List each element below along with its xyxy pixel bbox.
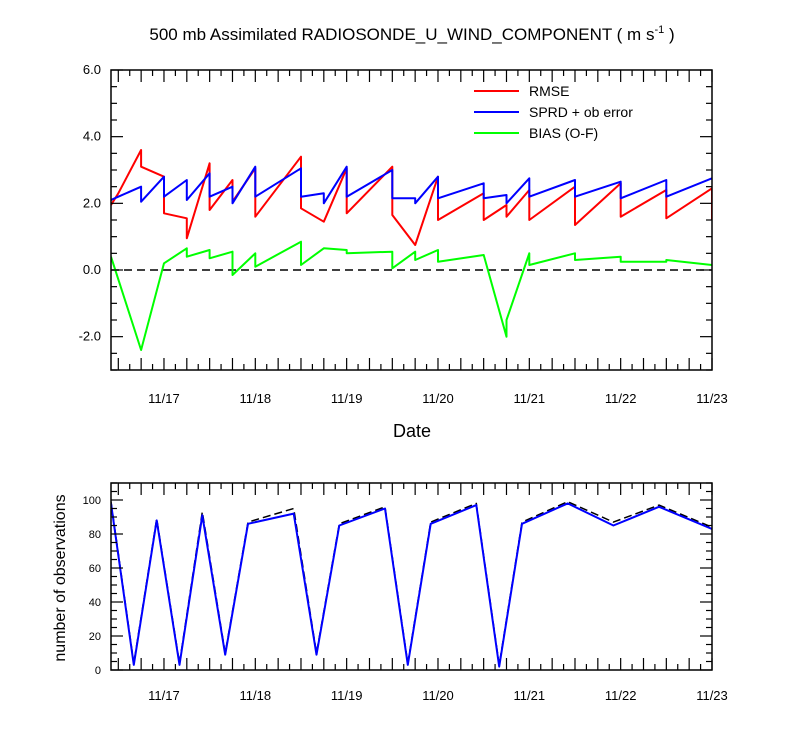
bottom-y-tick-label: 80 (89, 529, 101, 541)
top-y-tick-label: 6.0 (83, 62, 101, 77)
top-x-tick-label: 11/21 (514, 391, 546, 406)
bottom-series-solid-1-line (111, 502, 712, 668)
bottom-y-tick-label: 20 (89, 631, 101, 643)
top-legend-label: SPRD + ob error (529, 104, 633, 120)
bottom-x-tick-label: 11/23 (696, 688, 728, 703)
top-x-axis-label: Date (393, 421, 431, 441)
top-x-tick-label: 11/23 (696, 391, 728, 406)
top-legend-label: RMSE (529, 83, 569, 99)
top-legend: RMSE SPRD + ob error BIAS (O-F) (474, 83, 633, 141)
top-series-bias-o-f-line (111, 240, 712, 351)
top-y-tick-label: -2.0 (79, 329, 101, 344)
bottom-x-tick-label: 11/21 (514, 688, 546, 703)
top-y-tick-label: 4.0 (83, 129, 101, 144)
top-legend-label: BIAS (O-F) (529, 125, 598, 141)
bottom-x-tick-label: 11/22 (605, 688, 637, 703)
bottom-y-axis-label: number of observations (52, 494, 69, 661)
bottom-y-tick-label: 40 (89, 597, 101, 609)
top-y-tick-label: 2.0 (83, 195, 101, 210)
bottom-x-tick-label: 11/18 (240, 688, 272, 703)
bottom-x-tick-label: 11/17 (148, 688, 180, 703)
top-y-tick-label: 0.0 (83, 262, 101, 277)
top-x-tick-label: 11/17 (148, 391, 180, 406)
top-series-rmse-line (111, 149, 712, 246)
top-x-tick-label: 11/22 (605, 391, 637, 406)
bottom-y-tick-label: 60 (89, 563, 101, 575)
bottom-y-tick-label: 100 (83, 495, 101, 507)
top-x-tick-label: 11/19 (331, 391, 363, 406)
bottom-x-tick-label: 11/20 (422, 688, 454, 703)
bottom-plot: 11/17 11/18 11/19 11/20 11/21 11/22 11/23 0 20 40… (83, 482, 728, 703)
top-x-tick-label: 11/18 (240, 391, 272, 406)
top-x-tick-label: 11/20 (422, 391, 454, 406)
top-plot: 11/17 11/18 11/19 11/20 11/21 11/22 11/23 -2.0 0… (79, 62, 728, 406)
top-series-sprd-ob-error-line (111, 165, 712, 205)
bottom-x-tick-label: 11/19 (331, 688, 363, 703)
bottom-y-tick-label: 0 (95, 665, 101, 677)
chart-title: 500 mb Assimilated RADIOSONDE_U_WIND_COM… (149, 24, 674, 44)
